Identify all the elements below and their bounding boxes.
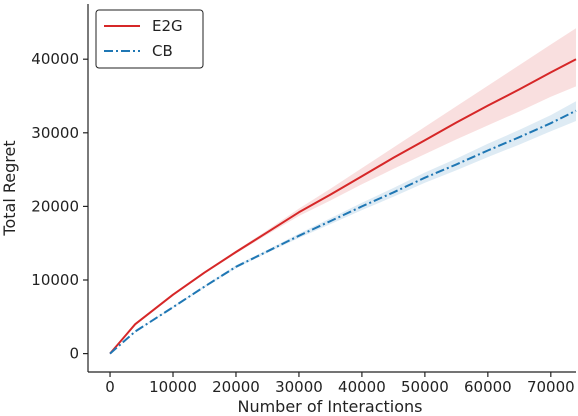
x-tick-label: 70000 [527,378,575,396]
x-tick-label: 60000 [464,378,512,396]
legend-box [95,9,204,69]
y-tick-label: 0 [69,345,79,363]
legend-label-cb: CB [152,42,173,60]
x-tick-label: 30000 [275,378,323,396]
x-tick-label: 0 [105,378,115,396]
series-lines [109,58,577,355]
x-tick-label: 20000 [212,378,260,396]
x-tick-label: 10000 [149,378,197,396]
x-tick-label: 40000 [338,378,386,396]
series-line-cb [109,109,577,355]
y-axis-label: Total Regret [0,140,19,236]
y-tick-label: 30000 [31,124,79,142]
y-tick-label: 10000 [31,271,79,289]
confidence-bands [110,28,576,354]
y-tick-label: 20000 [31,197,79,215]
y-tick-label: 40000 [31,50,79,68]
band-cb [110,101,576,354]
x-axis-ticks: 0 10000 20000 30000 40000 50000 60000 70000 [105,372,575,396]
legend: E2G CB [95,9,204,69]
y-axis-ticks: 0 10000 20000 30000 40000 [31,50,88,363]
x-tick-label: 50000 [401,378,449,396]
x-axis-label: Number of Interactions [237,397,422,416]
series-line-e2g [109,58,577,355]
legend-label-e2g: E2G [152,17,183,35]
band-e2g [110,28,576,354]
